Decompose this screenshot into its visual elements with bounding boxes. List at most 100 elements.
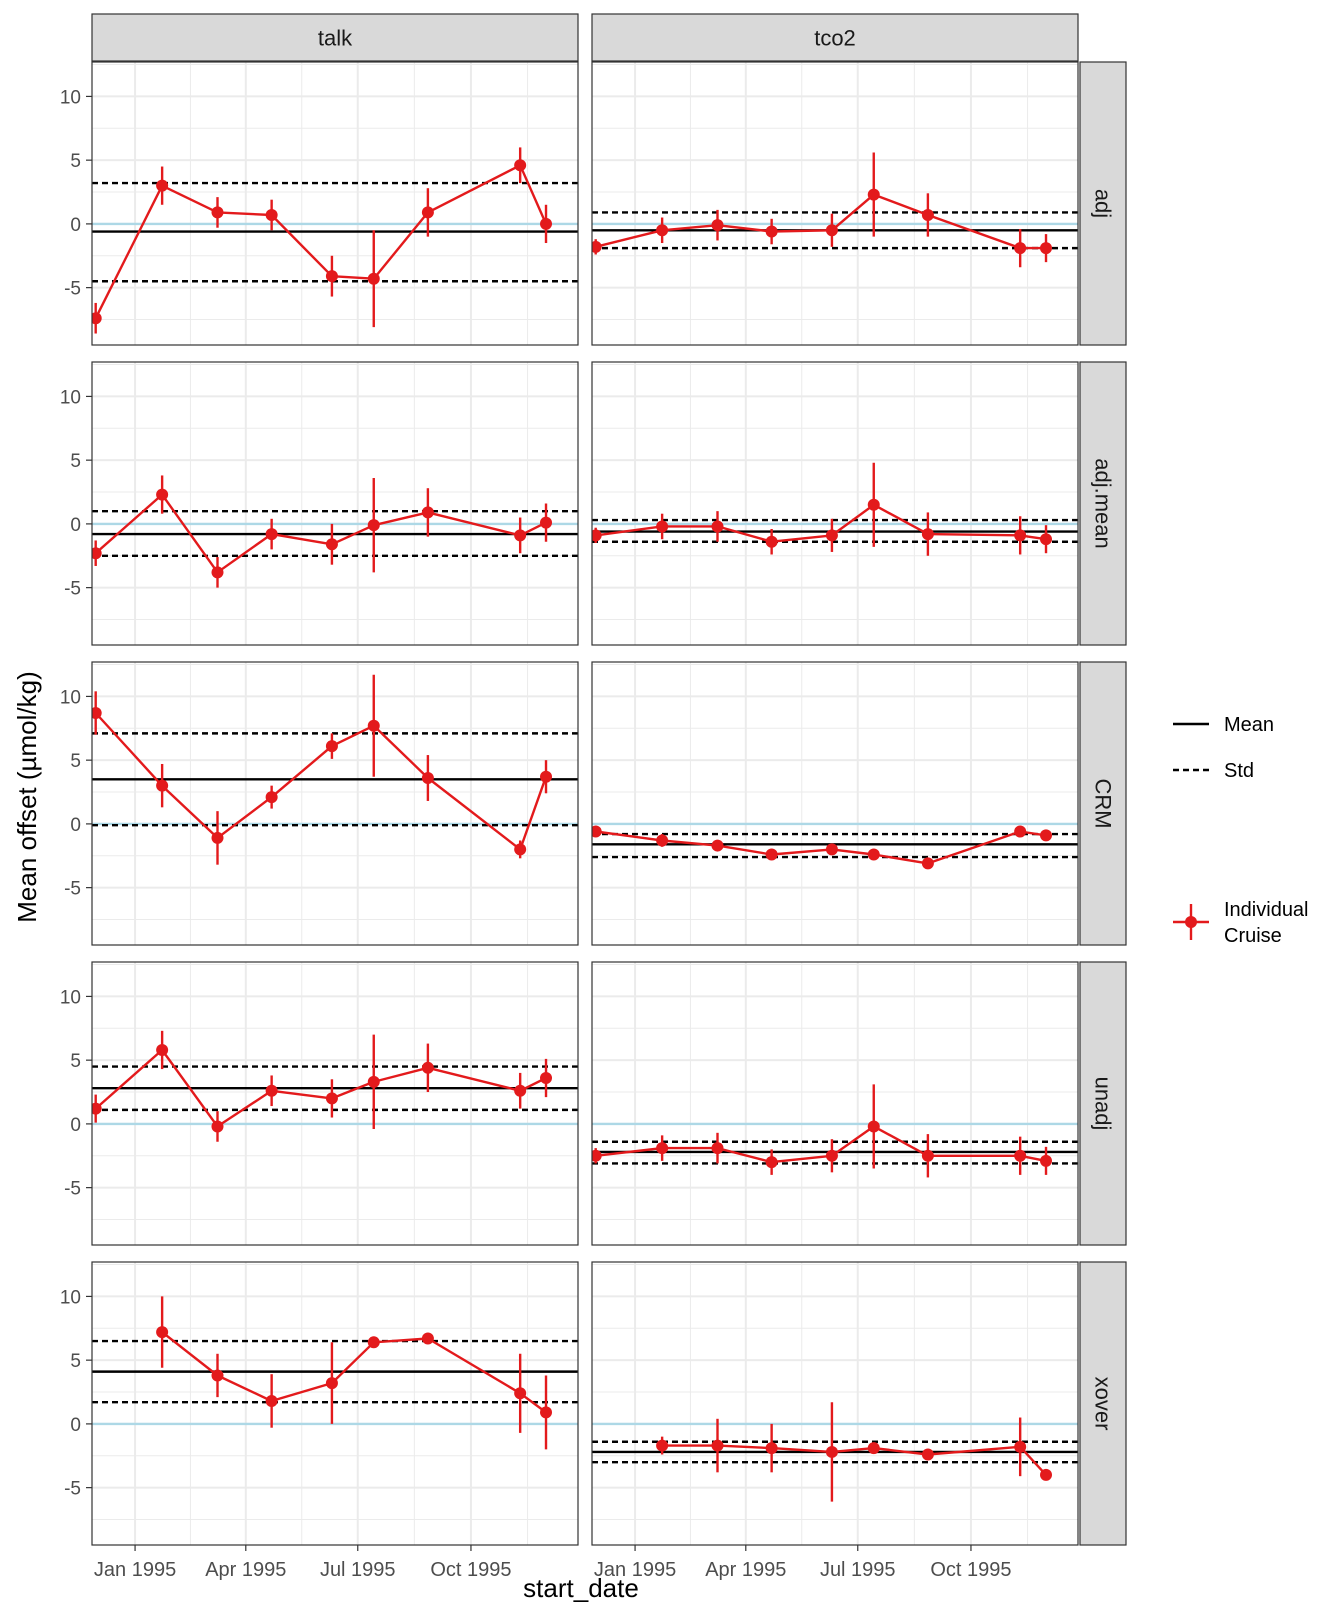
y-tick-label: -5 — [64, 579, 81, 600]
cruise-point — [825, 1149, 838, 1162]
cruise-point — [1014, 529, 1027, 542]
row-strip-label: xover — [1091, 1377, 1116, 1431]
cruise-point — [711, 1142, 724, 1155]
panel-background — [92, 1262, 578, 1545]
cruise-point — [592, 529, 602, 542]
cruise-point — [265, 208, 278, 221]
cruise-point — [540, 1406, 553, 1419]
panel-plot — [592, 822, 1078, 870]
row-strip-box — [1079, 361, 1127, 646]
y-tick-label: 10 — [60, 87, 81, 108]
panel-plot — [92, 1030, 578, 1142]
x-tick-label: Apr 1995 — [205, 1559, 286, 1581]
y-tick-label: 0 — [70, 815, 81, 836]
cruise-point — [211, 1369, 224, 1382]
legend-std-label: Std — [1224, 760, 1254, 782]
y-tick-label: 5 — [70, 1351, 81, 1372]
cruise-point — [156, 1043, 169, 1056]
cruise-point — [711, 839, 724, 852]
panel-xover-tco2 — [591, 1261, 1079, 1546]
cruise-series-line — [662, 1444, 1047, 1476]
cruise-point — [1014, 1149, 1027, 1162]
row-strip-CRM: CRM — [1079, 661, 1127, 946]
panel-CRM-talk — [91, 661, 579, 946]
panel-background — [92, 362, 578, 645]
cruise-point — [367, 519, 380, 532]
cruise-point — [656, 1439, 669, 1452]
cruise-point — [1014, 242, 1027, 255]
cruise-point — [514, 1387, 527, 1400]
cruise-point — [540, 217, 553, 230]
panel-plot — [592, 1084, 1078, 1178]
cruise-point — [211, 206, 224, 219]
cruise-point — [367, 1075, 380, 1088]
legend-cruise-key-point — [1185, 916, 1197, 928]
cruise-point — [265, 1084, 278, 1097]
panel-plot — [92, 475, 578, 588]
x-axis-title: start_date — [523, 1573, 639, 1603]
panel-border — [591, 961, 1079, 1246]
y-tick-label: 0 — [70, 1415, 81, 1436]
cruise-point — [325, 270, 338, 283]
x-tick-label: Jan 1995 — [594, 1559, 676, 1581]
row-strip-adj.mean: adj.mean — [1079, 361, 1127, 646]
y-tick-label: 0 — [70, 515, 81, 536]
row-strip-label: unadj — [1091, 1077, 1116, 1131]
y-tick-label: 5 — [70, 151, 81, 172]
row-strip-unadj: unadj — [1079, 961, 1127, 1246]
cruise-point — [1040, 1154, 1053, 1167]
y-axis-unadj: -5 0 5 10 — [60, 987, 92, 1200]
panel-unadj-tco2 — [591, 961, 1079, 1246]
cruise-point — [540, 1072, 553, 1085]
panel-border — [91, 661, 579, 946]
panel-xover-talk — [91, 1261, 579, 1546]
cruise-point — [156, 179, 169, 192]
cruise-point — [1014, 1440, 1027, 1453]
y-axis-adj: -5 0 5 10 — [60, 87, 92, 300]
cruise-point — [92, 312, 102, 325]
row-strip-label: adj — [1091, 189, 1116, 218]
legend-cruise-label-line2: Cruise — [1224, 925, 1282, 947]
cruise-point — [921, 857, 934, 870]
cruise-point — [765, 225, 778, 238]
cruise-point — [265, 791, 278, 804]
cruise-point — [211, 566, 224, 579]
row-strip-box — [1079, 1261, 1127, 1546]
row-strip-label: CRM — [1091, 778, 1116, 828]
panel-border — [591, 1261, 1079, 1546]
x-tick-label: Apr 1995 — [705, 1559, 786, 1581]
cruise-point — [421, 1061, 434, 1074]
y-tick-label: 5 — [70, 751, 81, 772]
cruise-point — [825, 1445, 838, 1458]
cruise-point — [1014, 825, 1027, 838]
cruise-point — [514, 1084, 527, 1097]
panel-border — [91, 1261, 579, 1546]
cruise-point — [592, 825, 602, 838]
cruise-point — [921, 528, 934, 541]
cruise-point — [211, 1120, 224, 1133]
column-strip-label: talk — [318, 26, 353, 51]
panel-background — [92, 62, 578, 345]
panel-adj.mean-talk — [91, 361, 579, 646]
panel-plot — [592, 152, 1078, 268]
panel-grid — [92, 962, 578, 1245]
cruise-point — [825, 224, 838, 237]
cruise-point — [1040, 242, 1053, 255]
y-tick-label: -5 — [64, 1479, 81, 1500]
cruise-point — [921, 1149, 934, 1162]
cruise-point — [1040, 829, 1053, 842]
panel-plot — [92, 674, 578, 865]
panel-border — [91, 61, 579, 346]
cruise-point — [92, 1102, 102, 1115]
cruise-point — [592, 240, 602, 253]
cruise-point — [867, 848, 880, 861]
panel-border — [91, 361, 579, 646]
cruise-point — [921, 1448, 934, 1461]
column-strip-tco2: tco2 — [591, 13, 1079, 62]
cruise-point — [265, 528, 278, 541]
cruise-point — [765, 535, 778, 548]
row-strip-box — [1079, 61, 1127, 346]
legend: Mean Std Individual Cruise — [1173, 714, 1309, 947]
cruise-point — [867, 1442, 880, 1455]
cruise-point — [656, 1142, 669, 1155]
